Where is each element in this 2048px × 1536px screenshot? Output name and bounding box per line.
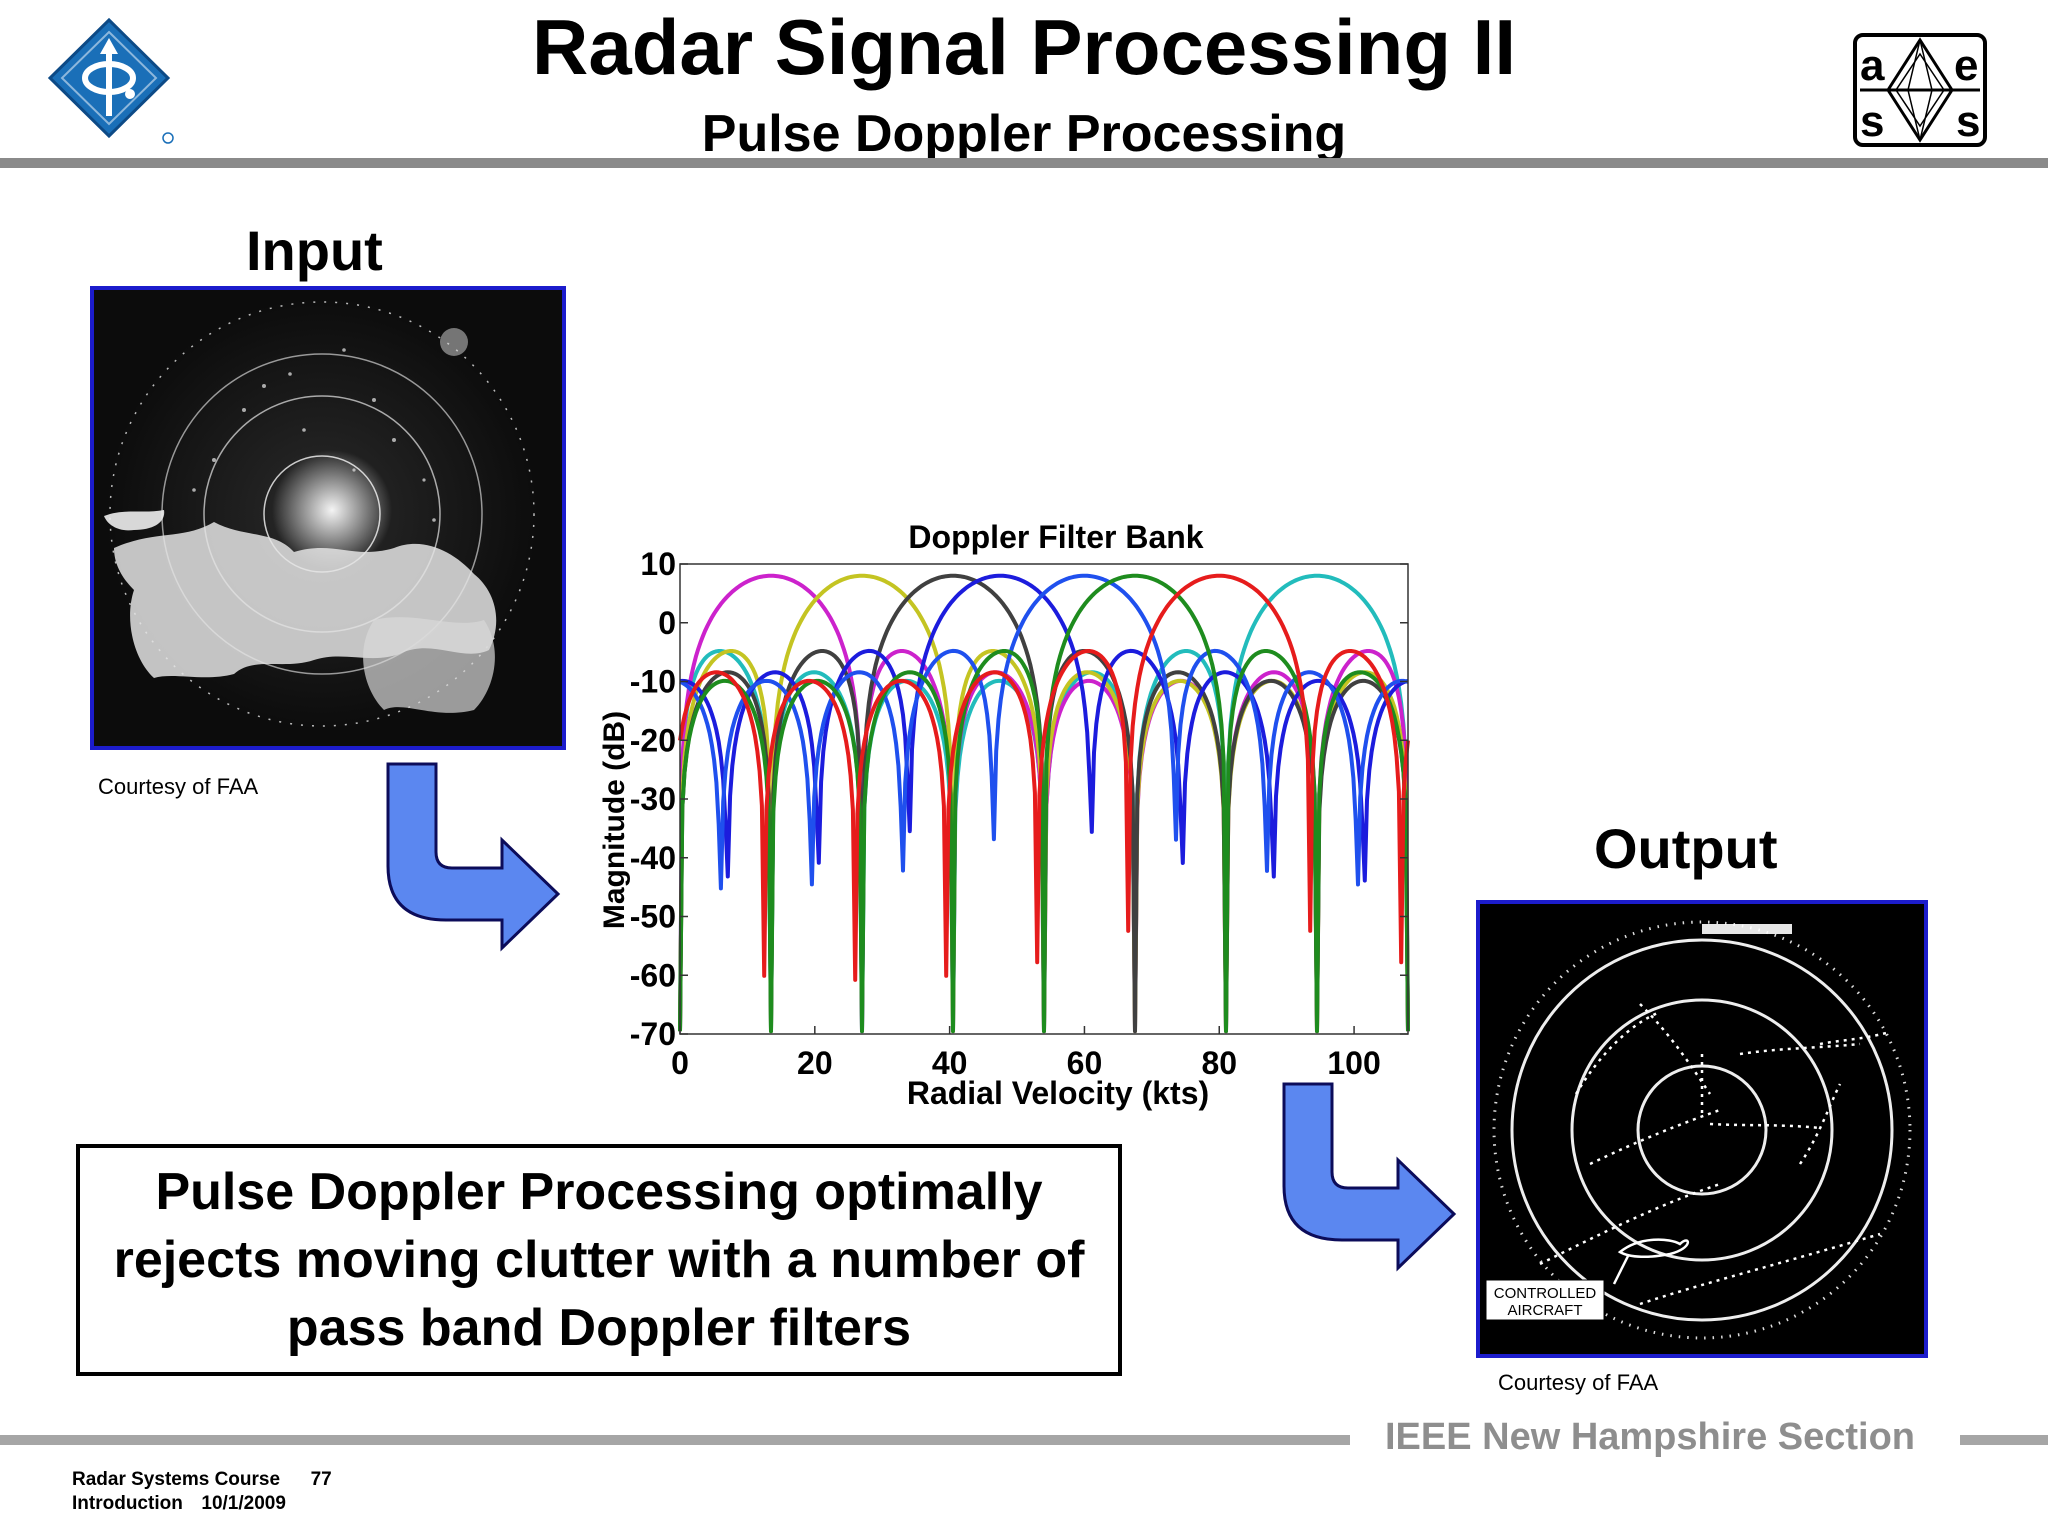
x-tick-label-5: 100: [1327, 1045, 1380, 1081]
x-tick-label-0: 0: [671, 1045, 689, 1081]
controlled-aircraft-line2: AIRCRAFT: [1508, 1302, 1583, 1319]
filter-response-line-6: [678, 573, 1410, 1034]
footer-organization: IEEE New Hampshire Section: [1384, 1416, 1916, 1458]
summary-callout-box: Pulse Doppler Processing optimally rejec…: [76, 1144, 1122, 1376]
output-credit: Courtesy of FAA: [1498, 1370, 1659, 1395]
input-label: Input: [246, 219, 383, 282]
slide-title: Radar Signal Processing II: [532, 3, 1516, 91]
x-tick-label-2: 40: [932, 1045, 968, 1081]
aess-letter-s2: s: [1956, 97, 1980, 146]
aess-letter-e: e: [1954, 41, 1978, 90]
y-tick-label-2: -10: [630, 664, 676, 700]
header-rule: [0, 158, 2048, 168]
chart-y-axis-label: Magnitude (dB): [598, 711, 631, 929]
aess-logo: a e s s: [1852, 32, 1988, 148]
x-tick-label-1: 20: [797, 1045, 833, 1081]
input-radar-image: [90, 286, 566, 750]
filter-response-line-7: [678, 573, 1410, 982]
doppler-filter-bank-chart: Doppler Filter Bank Magnitude (dB) Radia…: [580, 500, 1420, 1120]
y-tick-label-0: 10: [640, 546, 676, 582]
chart-title: Doppler Filter Bank: [908, 519, 1203, 555]
chart-x-axis-label: Radial Velocity (kts): [907, 1075, 1209, 1111]
y-tick-label-3: -20: [630, 722, 676, 758]
y-tick-label-4: -30: [630, 781, 676, 817]
y-tick-label-6: -50: [630, 899, 676, 935]
flow-arrow-to-output: [1276, 1076, 1476, 1276]
y-tick-label-7: -60: [630, 957, 676, 993]
ieee-logo: [44, 16, 174, 144]
footer-rule-right: [1960, 1435, 2048, 1445]
y-tick-label-1: 0: [658, 605, 676, 641]
footer-course-info: Radar Systems Course 77 Introduction 10/…: [72, 1468, 332, 1516]
footer-rule-left: [0, 1435, 1350, 1445]
flow-arrow-to-chart: [380, 756, 580, 956]
footer-lecture: Introduction: [72, 1493, 183, 1514]
y-tick-label-8: -70: [630, 1016, 676, 1052]
x-tick-label-4: 80: [1201, 1045, 1237, 1081]
y-tick-label-5: -40: [630, 840, 676, 876]
aess-letter-a: a: [1860, 41, 1885, 90]
x-tick-label-3: 60: [1067, 1045, 1103, 1081]
footer-page-number: 77: [310, 1469, 332, 1490]
aess-letter-s1: s: [1860, 97, 1884, 146]
footer-date: 10/1/2009: [201, 1493, 286, 1514]
output-radar-image: CONTROLLED AIRCRAFT: [1476, 900, 1928, 1358]
filter-response-line-5: [679, 573, 1409, 891]
input-credit: Courtesy of FAA: [98, 774, 259, 799]
filter-response-line-4: [679, 573, 1409, 883]
summary-callout-text: Pulse Doppler Processing optimally rejec…: [113, 1163, 1085, 1357]
controlled-aircraft-line1: CONTROLLED: [1494, 1285, 1597, 1302]
slide-subtitle: Pulse Doppler Processing: [701, 105, 1347, 163]
footer-course: Radar Systems Course: [72, 1469, 281, 1490]
output-label: Output: [1594, 817, 1778, 880]
